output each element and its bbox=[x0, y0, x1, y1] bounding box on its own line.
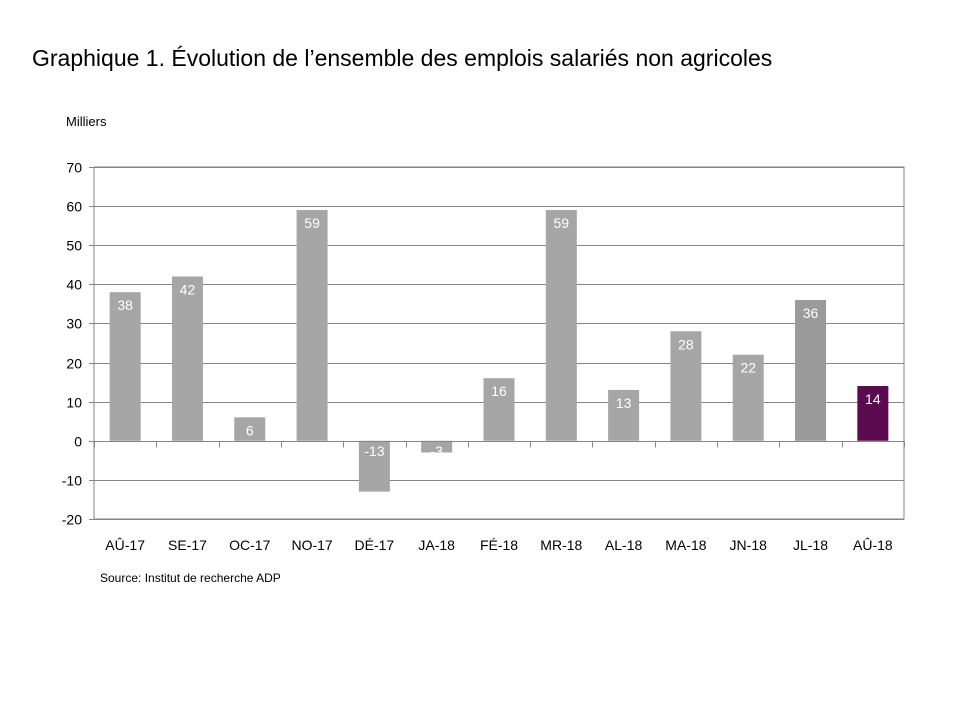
y-tick-label: 70 bbox=[66, 160, 82, 176]
data-label: 22 bbox=[740, 360, 756, 376]
y-tick-label: 40 bbox=[66, 277, 82, 293]
y-tick-label: 30 bbox=[66, 316, 82, 332]
x-tick-label: AÛ-18 bbox=[853, 537, 893, 553]
chart-title: Graphique 1. Évolution de l’ensemble des… bbox=[32, 45, 773, 71]
bar bbox=[857, 386, 889, 441]
bar bbox=[795, 299, 827, 441]
data-label: 38 bbox=[117, 297, 133, 313]
x-tick-label: MR-18 bbox=[540, 537, 582, 553]
gridlines bbox=[93, 166, 905, 520]
data-label: 36 bbox=[803, 305, 819, 321]
bar bbox=[670, 331, 702, 441]
x-tick-label: SE-17 bbox=[168, 537, 207, 553]
bar bbox=[109, 292, 141, 441]
x-tick-label: JL-18 bbox=[793, 537, 828, 553]
data-label: 16 bbox=[491, 383, 507, 399]
data-label: 6 bbox=[246, 422, 254, 438]
plot-area bbox=[93, 166, 905, 520]
bar bbox=[732, 354, 764, 441]
x-tick-label: NO-17 bbox=[291, 537, 332, 553]
y-tick-label: 60 bbox=[66, 199, 82, 215]
bar bbox=[296, 210, 328, 441]
source-note: Source: Institut de recherche ADP bbox=[100, 571, 281, 585]
data-labels: 38 42 6 59 -13 -3 16 59 13 28 22 36 14 bbox=[117, 215, 880, 459]
bar bbox=[358, 440, 390, 492]
x-tick-label: AÛ-17 bbox=[105, 537, 145, 553]
x-tick-label: FÉ-18 bbox=[480, 537, 518, 553]
y-tick-label: -10 bbox=[62, 473, 82, 489]
axes: 70 60 50 40 30 20 10 0 -10 -20 AÛ-17 SE-17 OC-17 NO-1… bbox=[62, 160, 905, 553]
x-tick-label: OC-17 bbox=[229, 537, 270, 553]
data-label: 59 bbox=[304, 215, 320, 231]
x-tick-label: MA-18 bbox=[665, 537, 706, 553]
data-label: 42 bbox=[180, 282, 196, 298]
data-label: -3 bbox=[430, 443, 443, 459]
bar bbox=[608, 389, 640, 441]
bar bbox=[171, 276, 203, 441]
y-tick-label: 10 bbox=[66, 395, 82, 411]
x-tick-label: JA-18 bbox=[418, 537, 455, 553]
data-label: 28 bbox=[678, 336, 694, 352]
y-tick-label: 0 bbox=[74, 434, 82, 450]
data-label: 14 bbox=[865, 391, 881, 407]
y-tick-label: -20 bbox=[62, 512, 82, 528]
bar bbox=[421, 440, 453, 453]
x-tick-label: DÉ-17 bbox=[355, 537, 395, 553]
bar bbox=[545, 210, 577, 441]
data-label: 13 bbox=[616, 395, 632, 411]
data-label: 59 bbox=[554, 215, 570, 231]
bar bbox=[483, 378, 515, 441]
bar bbox=[234, 417, 266, 441]
x-tick-label: JN-18 bbox=[730, 537, 768, 553]
data-label: -13 bbox=[364, 443, 384, 459]
y-tick-label: 50 bbox=[66, 238, 82, 254]
y-tick-label: 20 bbox=[66, 356, 82, 372]
y-axis-unit-label: Milliers bbox=[66, 114, 107, 129]
x-tick-label: AL-18 bbox=[605, 537, 643, 553]
bars bbox=[109, 210, 889, 492]
